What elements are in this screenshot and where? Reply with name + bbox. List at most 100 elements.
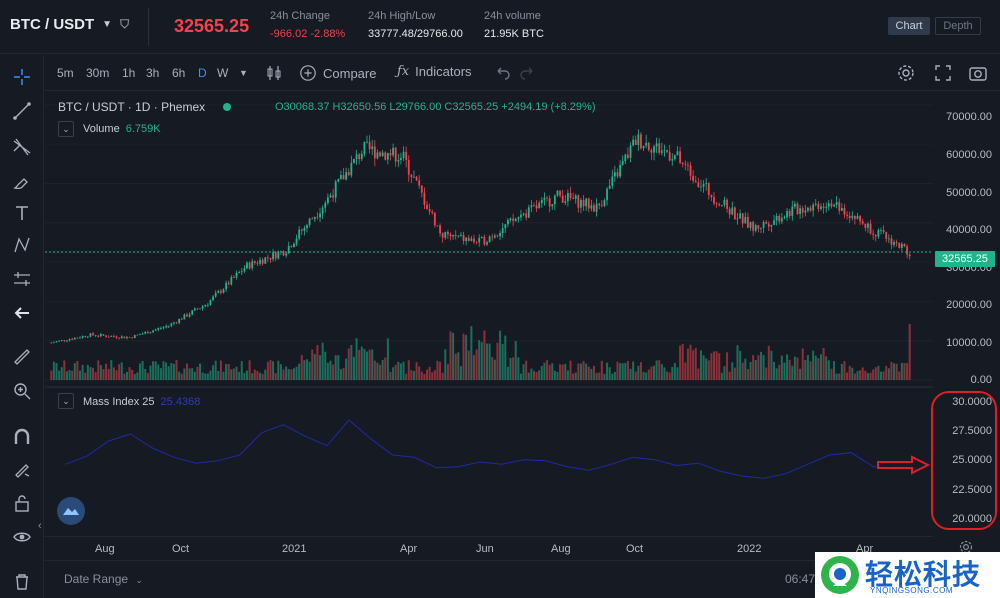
volume-bar bbox=[379, 364, 382, 380]
candle-body bbox=[222, 289, 225, 293]
volume-bar bbox=[642, 371, 645, 380]
candle-type-icon[interactable] bbox=[264, 63, 284, 83]
volume-bar bbox=[92, 367, 95, 380]
trend-line-icon[interactable] bbox=[10, 99, 34, 123]
candle-body bbox=[486, 242, 488, 245]
volume-bar bbox=[185, 363, 188, 380]
timeframe-6h[interactable]: 6h bbox=[172, 66, 186, 80]
candle-body bbox=[812, 204, 815, 211]
pair-selector[interactable]: BTC / USDT ▼ ⛉ bbox=[10, 16, 129, 33]
camera-icon[interactable] bbox=[968, 63, 988, 83]
candle-body bbox=[428, 209, 431, 212]
redo-icon[interactable] bbox=[518, 63, 538, 83]
candle-body bbox=[436, 225, 439, 227]
pattern-tool-icon[interactable] bbox=[10, 233, 34, 257]
candle-body bbox=[212, 296, 214, 301]
candle-body bbox=[520, 214, 522, 218]
eye-icon[interactable] bbox=[10, 525, 34, 549]
candle-body bbox=[358, 154, 361, 160]
chart-view-button[interactable]: Chart bbox=[888, 17, 930, 35]
indicators-button[interactable]: ƒx Indicators bbox=[397, 64, 472, 79]
volume-bar bbox=[248, 360, 251, 380]
time-axis[interactable]: Aug Oct 2021 Apr Jun Aug Oct 2022 Apr bbox=[45, 536, 933, 558]
chevron-down-icon[interactable]: ▼ bbox=[239, 68, 248, 78]
candle-body bbox=[337, 179, 340, 182]
volume-bar bbox=[115, 370, 118, 380]
depth-view-button[interactable]: Depth bbox=[935, 17, 981, 35]
volume-bar bbox=[830, 368, 833, 380]
volume-bar bbox=[305, 359, 308, 380]
candle-body bbox=[749, 221, 752, 228]
volume-bar bbox=[118, 364, 121, 380]
timeframe-1h[interactable]: 1h bbox=[122, 66, 136, 80]
lock-icon[interactable] bbox=[10, 491, 34, 515]
lock-drawing-icon[interactable] bbox=[10, 457, 34, 481]
chevron-down-icon[interactable]: ⌄ bbox=[58, 121, 74, 137]
volume-bar bbox=[183, 368, 186, 380]
measure-tool-icon[interactable] bbox=[10, 267, 34, 291]
compare-button[interactable]: Compare bbox=[299, 64, 376, 82]
price-chart[interactable] bbox=[45, 92, 933, 536]
trash-icon[interactable] bbox=[10, 569, 34, 593]
candle-body bbox=[55, 341, 58, 343]
volume-bar bbox=[219, 360, 222, 380]
mass-index-tick: 22.5000 bbox=[952, 484, 992, 496]
timeframe-d[interactable]: D bbox=[198, 66, 207, 80]
volume-bar bbox=[679, 345, 682, 380]
candle-body bbox=[760, 227, 762, 229]
volume-bar bbox=[209, 370, 212, 380]
brush-icon[interactable] bbox=[10, 169, 34, 193]
volume-bar bbox=[634, 371, 637, 380]
volume-bar bbox=[587, 366, 590, 380]
compare-label: Compare bbox=[323, 65, 377, 81]
time-tick: Oct bbox=[626, 543, 644, 555]
volume-bar bbox=[483, 330, 486, 380]
favorite-icon[interactable]: ⛉ bbox=[120, 17, 130, 31]
fib-tool-icon[interactable] bbox=[10, 135, 34, 159]
timeframe-3h[interactable]: 3h bbox=[146, 66, 160, 80]
volume-bar bbox=[259, 372, 262, 380]
text-tool-icon[interactable] bbox=[10, 201, 34, 225]
arrow-left-icon[interactable] bbox=[10, 301, 34, 325]
time-tick: Apr bbox=[400, 543, 418, 555]
volume-bar bbox=[131, 369, 134, 380]
ruler-icon[interactable] bbox=[10, 345, 34, 369]
volume-bar bbox=[261, 373, 264, 380]
candle-body bbox=[731, 207, 734, 215]
volume-bar bbox=[68, 370, 71, 380]
candle-body bbox=[739, 213, 742, 219]
date-range-button[interactable]: Date Range ⌄ bbox=[64, 572, 143, 586]
timeframe-5m[interactable]: 5m bbox=[57, 66, 74, 80]
volume-bar bbox=[136, 372, 139, 380]
undo-icon[interactable] bbox=[492, 63, 512, 83]
volume-bar bbox=[582, 361, 585, 380]
crosshair-icon[interactable] bbox=[10, 65, 34, 89]
timeframe-w[interactable]: W bbox=[217, 66, 229, 80]
last-price-tag: 32565.25 bbox=[935, 251, 995, 267]
volume-bar bbox=[848, 365, 851, 380]
settings-gear-icon[interactable] bbox=[896, 63, 916, 83]
magnet-icon[interactable] bbox=[10, 425, 34, 449]
fullscreen-icon[interactable] bbox=[933, 63, 953, 83]
candle-body bbox=[227, 282, 230, 285]
volume-bar bbox=[465, 334, 468, 380]
candle-body bbox=[259, 259, 261, 264]
zoom-in-icon[interactable] bbox=[10, 379, 34, 403]
volume-bar bbox=[63, 360, 66, 380]
chevron-down-icon: ▼ bbox=[102, 19, 113, 30]
candle-body bbox=[118, 337, 121, 339]
volume-bar bbox=[592, 365, 595, 380]
candle-body bbox=[76, 337, 79, 339]
candle-body bbox=[381, 152, 384, 157]
volume-bar bbox=[324, 351, 327, 380]
volume-bar bbox=[217, 371, 220, 380]
candle-body bbox=[728, 208, 731, 215]
volume-bar bbox=[97, 360, 100, 380]
timeframe-30m[interactable]: 30m bbox=[86, 66, 110, 80]
volume-bar bbox=[859, 370, 862, 380]
candle-body bbox=[183, 314, 186, 320]
candle-body bbox=[585, 198, 588, 207]
volume-bar bbox=[645, 372, 648, 380]
collapse-toolbar-icon[interactable]: ‹ bbox=[38, 520, 42, 532]
chevron-down-icon[interactable]: ⌄ bbox=[58, 393, 74, 409]
